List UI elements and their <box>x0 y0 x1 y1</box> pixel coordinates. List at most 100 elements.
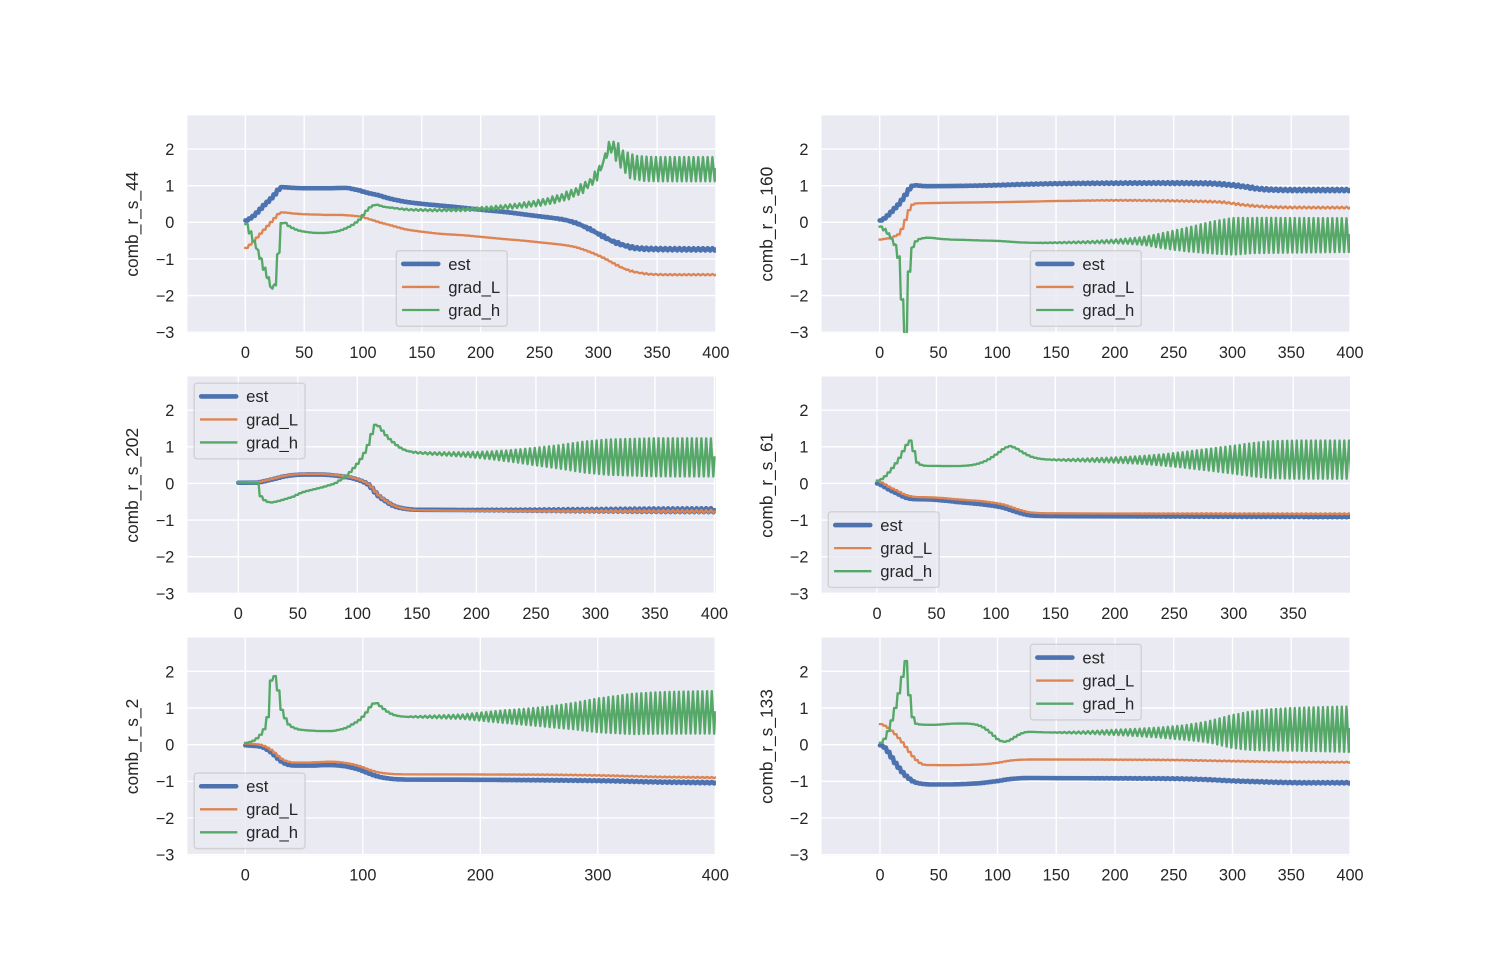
svg-text:250: 250 <box>522 605 549 623</box>
svg-text:200: 200 <box>467 344 494 362</box>
svg-text:350: 350 <box>1280 605 1307 623</box>
svg-text:300: 300 <box>1219 866 1246 884</box>
svg-text:grad_L: grad_L <box>880 539 932 558</box>
svg-text:2: 2 <box>165 663 174 681</box>
svg-text:250: 250 <box>1160 344 1187 362</box>
svg-text:350: 350 <box>641 605 668 623</box>
svg-text:50: 50 <box>295 344 313 362</box>
svg-text:−2: −2 <box>156 810 175 828</box>
svg-text:grad_h: grad_h <box>880 562 932 581</box>
svg-text:−1: −1 <box>790 251 809 269</box>
svg-text:0: 0 <box>799 214 808 232</box>
svg-text:100: 100 <box>984 866 1011 884</box>
svg-text:grad_h: grad_h <box>1082 301 1134 320</box>
svg-text:−3: −3 <box>156 846 175 864</box>
svg-text:comb_r_s_61: comb_r_s_61 <box>756 433 776 538</box>
svg-text:−3: −3 <box>790 585 809 603</box>
svg-text:400: 400 <box>701 605 728 623</box>
svg-text:150: 150 <box>408 344 435 362</box>
svg-text:grad_h: grad_h <box>246 823 298 842</box>
svg-text:grad_h: grad_h <box>448 301 500 320</box>
svg-text:0: 0 <box>165 475 174 493</box>
svg-text:0: 0 <box>872 605 881 623</box>
svg-text:grad_h: grad_h <box>1082 694 1134 713</box>
svg-text:400: 400 <box>702 344 729 362</box>
svg-text:0: 0 <box>234 605 243 623</box>
svg-text:2: 2 <box>799 402 808 420</box>
svg-text:0: 0 <box>241 866 250 884</box>
svg-text:0: 0 <box>241 344 250 362</box>
svg-text:est: est <box>246 387 269 406</box>
svg-text:200: 200 <box>1101 866 1128 884</box>
svg-text:grad_L: grad_L <box>246 410 298 429</box>
svg-text:est: est <box>1082 648 1105 667</box>
svg-text:100: 100 <box>344 605 371 623</box>
svg-text:200: 200 <box>467 866 494 884</box>
svg-text:comb_r_s_160: comb_r_s_160 <box>756 167 776 282</box>
svg-text:250: 250 <box>1160 866 1187 884</box>
svg-text:0: 0 <box>799 737 808 755</box>
svg-text:50: 50 <box>927 605 945 623</box>
svg-text:100: 100 <box>984 344 1011 362</box>
svg-text:est: est <box>448 255 471 274</box>
svg-text:150: 150 <box>1042 605 1069 623</box>
svg-text:est: est <box>246 777 269 796</box>
svg-text:150: 150 <box>1043 866 1070 884</box>
svg-text:400: 400 <box>1336 344 1363 362</box>
svg-text:grad_L: grad_L <box>246 800 298 819</box>
svg-text:250: 250 <box>1161 605 1188 623</box>
svg-text:350: 350 <box>1278 344 1305 362</box>
svg-text:−3: −3 <box>790 324 809 342</box>
svg-text:−3: −3 <box>790 846 809 864</box>
svg-text:est: est <box>1082 255 1105 274</box>
svg-text:2: 2 <box>165 141 174 159</box>
svg-text:2: 2 <box>799 663 808 681</box>
svg-text:100: 100 <box>982 605 1009 623</box>
svg-text:300: 300 <box>582 605 609 623</box>
svg-text:0: 0 <box>875 344 884 362</box>
svg-text:200: 200 <box>1101 605 1128 623</box>
svg-text:−2: −2 <box>790 549 809 567</box>
svg-text:−2: −2 <box>790 810 809 828</box>
svg-text:grad_h: grad_h <box>246 433 298 452</box>
svg-text:200: 200 <box>1101 344 1128 362</box>
svg-text:1: 1 <box>799 439 808 457</box>
svg-text:2: 2 <box>799 141 808 159</box>
svg-text:300: 300 <box>1219 344 1246 362</box>
svg-text:1: 1 <box>165 178 174 196</box>
svg-text:comb_r_s_202: comb_r_s_202 <box>122 428 142 543</box>
svg-text:350: 350 <box>643 344 670 362</box>
svg-text:−1: −1 <box>156 251 175 269</box>
svg-text:300: 300 <box>584 866 611 884</box>
svg-text:−1: −1 <box>790 512 809 530</box>
svg-text:−1: −1 <box>156 512 175 530</box>
svg-text:50: 50 <box>289 605 307 623</box>
svg-text:−3: −3 <box>156 324 175 342</box>
svg-text:1: 1 <box>799 178 808 196</box>
svg-text:comb_r_s_133: comb_r_s_133 <box>756 689 776 804</box>
svg-text:250: 250 <box>526 344 553 362</box>
svg-text:0: 0 <box>875 866 884 884</box>
svg-text:150: 150 <box>403 605 430 623</box>
svg-text:−2: −2 <box>156 549 175 567</box>
svg-text:−1: −1 <box>156 773 175 791</box>
svg-text:200: 200 <box>463 605 490 623</box>
svg-text:0: 0 <box>165 214 174 232</box>
svg-text:50: 50 <box>929 344 947 362</box>
svg-text:400: 400 <box>1336 866 1363 884</box>
svg-text:−3: −3 <box>156 585 175 603</box>
svg-text:300: 300 <box>1220 605 1247 623</box>
svg-text:50: 50 <box>930 866 948 884</box>
svg-text:grad_L: grad_L <box>1082 671 1134 690</box>
svg-text:350: 350 <box>1278 866 1305 884</box>
svg-text:150: 150 <box>1042 344 1069 362</box>
svg-text:−2: −2 <box>790 287 809 305</box>
svg-text:grad_L: grad_L <box>448 278 500 297</box>
svg-text:−2: −2 <box>156 287 175 305</box>
svg-text:comb_r_s_2: comb_r_s_2 <box>122 699 142 795</box>
svg-text:0: 0 <box>165 737 174 755</box>
svg-text:−1: −1 <box>790 773 809 791</box>
svg-text:est: est <box>880 516 903 535</box>
svg-text:100: 100 <box>349 344 376 362</box>
svg-text:1: 1 <box>165 439 174 457</box>
